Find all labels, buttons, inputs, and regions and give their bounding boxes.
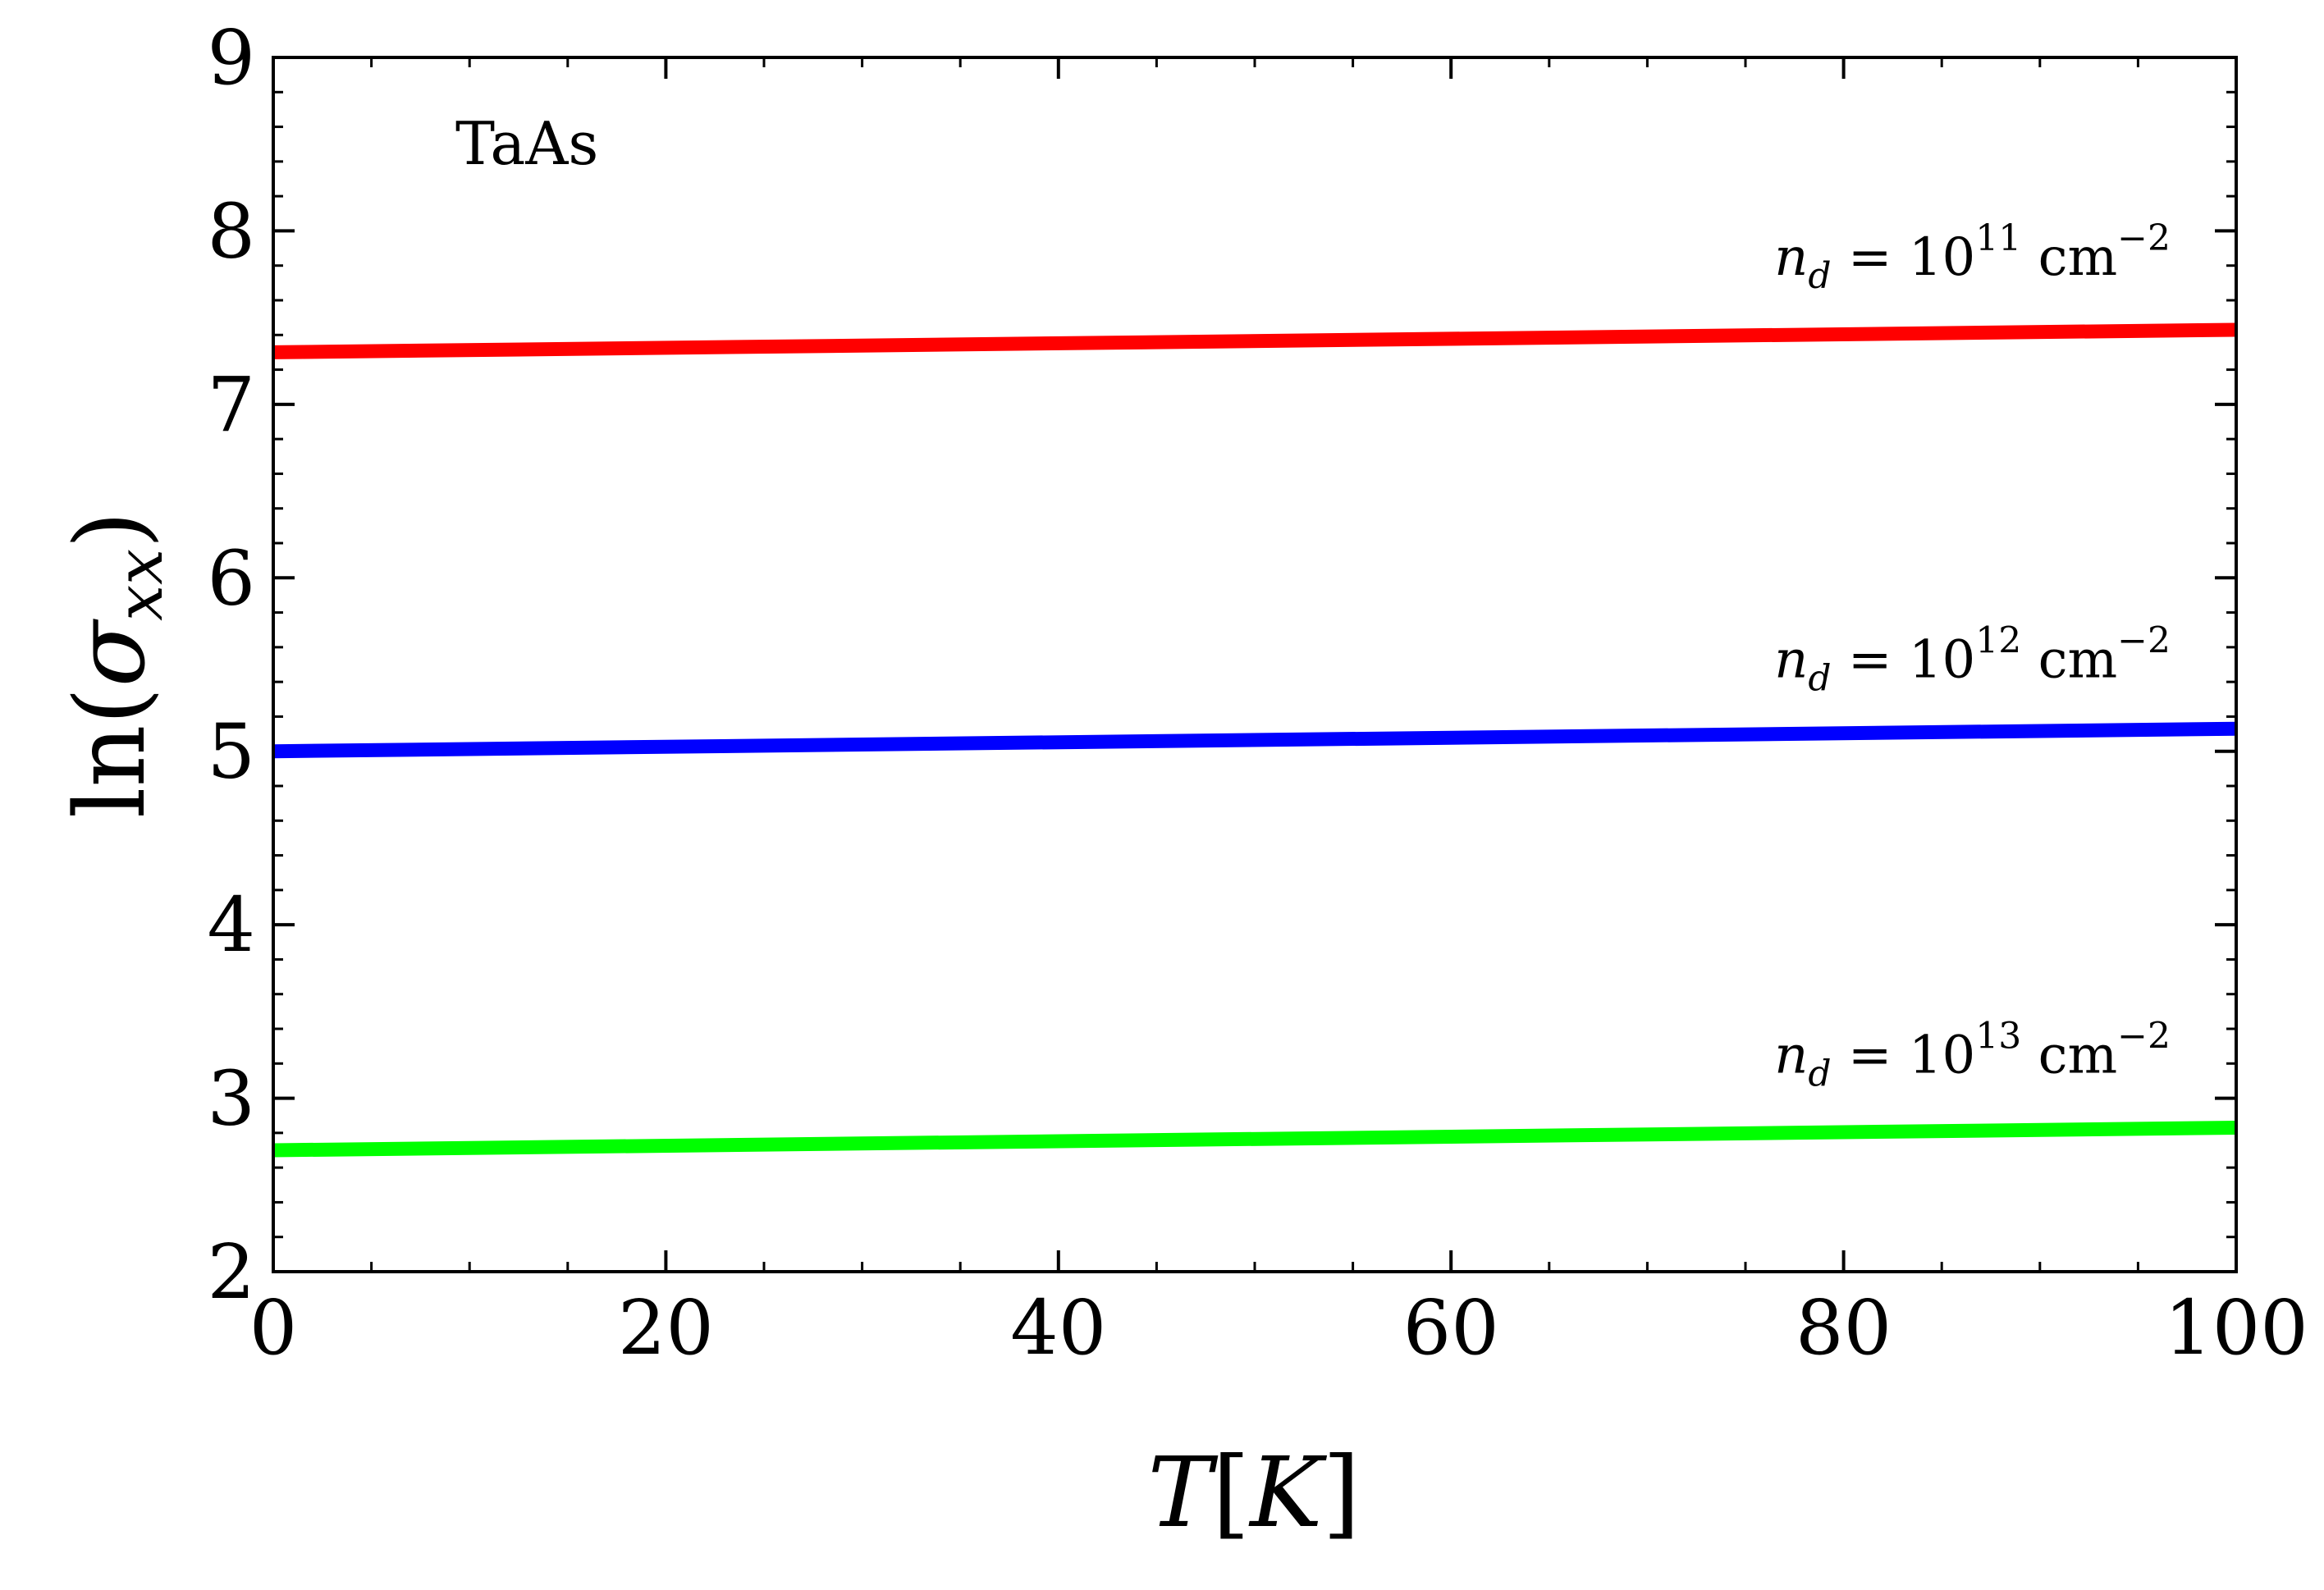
series-label: nd = 1011 cm−2 [1774,217,2171,297]
y-tick-label: 7 [207,361,255,449]
series-label-unit-exp: −2 [2117,1016,2171,1058]
series-label-eq: = [1832,630,1909,691]
x-tick-labels: 0 20 40 60 80 100 [249,1284,2308,1372]
series-label-base: 10 [1909,227,1975,288]
series-label-exp: 13 [1975,1016,2021,1058]
x-tick-label: 0 [249,1284,298,1372]
y-tick-label: 4 [207,881,255,969]
y-tick-label: 5 [207,708,255,796]
x-tick-label: 60 [1403,1284,1499,1372]
annotation-label: TaAs [455,109,598,178]
series-line [272,322,2237,359]
x-tick-label: 40 [1010,1284,1106,1372]
series-label-var: n [1774,227,1808,288]
y-tick-label: 2 [207,1228,255,1316]
series-line [272,721,2237,759]
series-lines [272,322,2237,1158]
x-axis-label: T[K] [1148,1436,1361,1549]
series-label-exp: 12 [1975,620,2021,662]
y-tick-label: 3 [207,1055,255,1143]
x-tick-label: 20 [618,1284,714,1372]
series-label-eq: = [1832,227,1909,288]
series-label: nd = 1013 cm−2 [1774,1016,2171,1095]
series-label-sub: d [1808,255,1831,297]
plot-frame [272,56,2238,1273]
series-label-unit-exp: −2 [2117,620,2171,662]
series-label-sub: d [1808,658,1831,700]
y-tick-labels: 2 3 4 5 6 7 8 9 [207,14,255,1316]
series-label-unit: cm [2021,227,2117,288]
y-tick-label: 9 [207,14,255,102]
series-label-sub: d [1808,1053,1831,1095]
y-tick-label: 8 [207,187,255,275]
y-tick-label: 6 [207,534,255,622]
x-tick-label: 80 [1796,1284,1892,1372]
series-label-exp: 11 [1975,217,2021,259]
x-tick-label: 100 [2164,1284,2308,1372]
series-labels: nd = 1011 cm−2nd = 1012 cm−2nd = 1013 cm… [1774,217,2171,1095]
series-label-base: 10 [1909,1026,1975,1086]
series-label: nd = 1012 cm−2 [1774,620,2171,700]
series-label-unit: cm [2021,630,2117,691]
series-label-unit-exp: −2 [2117,217,2171,259]
series-label-base: 10 [1909,630,1975,691]
series-line [272,1121,2237,1158]
y-axis-label: ln(σxx) [53,511,177,818]
series-label-var: n [1774,1026,1808,1086]
series-label-var: n [1774,630,1808,691]
series-label-unit: cm [2021,1026,2117,1086]
series-label-eq: = [1832,1026,1909,1086]
